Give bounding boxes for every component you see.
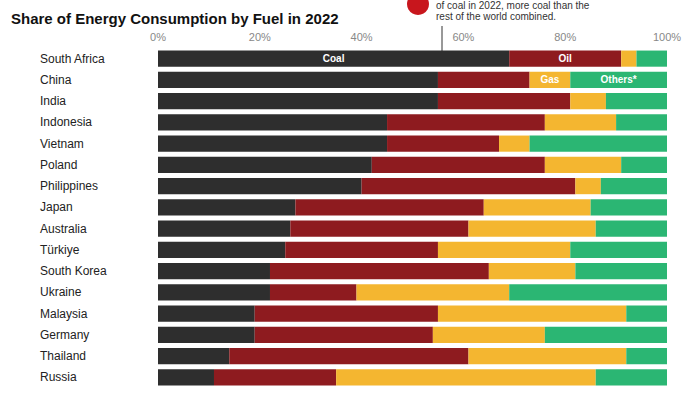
svg-text:of coal in 2022, more coal tha: of coal in 2022, more coal than the: [436, 0, 590, 11]
svg-text:India: India: [40, 94, 66, 108]
svg-text:40%: 40%: [351, 31, 373, 43]
svg-text:Thailand: Thailand: [40, 349, 86, 363]
svg-text:Japan: Japan: [40, 200, 73, 214]
svg-text:Ukraine: Ukraine: [40, 285, 82, 299]
svg-text:Others*: Others*: [601, 74, 637, 85]
svg-text:South Africa: South Africa: [40, 52, 105, 66]
svg-text:Coal: Coal: [323, 53, 345, 64]
svg-text:Philippines: Philippines: [40, 179, 98, 193]
svg-text:Malaysia: Malaysia: [40, 307, 88, 321]
svg-text:Vietnam: Vietnam: [40, 137, 84, 151]
svg-text:Germany: Germany: [40, 328, 89, 342]
svg-text:South Korea: South Korea: [40, 264, 107, 278]
svg-text:Share of Energy Consumption by: Share of Energy Consumption by Fuel in 2…: [11, 10, 339, 27]
svg-text:China: China: [40, 73, 72, 87]
svg-text:Türkiye: Türkiye: [40, 243, 80, 257]
svg-text:Australia: Australia: [40, 222, 87, 236]
svg-text:Poland: Poland: [40, 158, 77, 172]
svg-text:Russia: Russia: [40, 370, 77, 384]
svg-text:0%: 0%: [150, 31, 166, 43]
svg-text:20%: 20%: [249, 31, 271, 43]
svg-text:Oil: Oil: [559, 53, 573, 64]
svg-text:60%: 60%: [452, 31, 474, 43]
svg-text:100%: 100%: [653, 31, 681, 43]
svg-text:Gas: Gas: [540, 74, 559, 85]
svg-text:rest of the world combined.: rest of the world combined.: [436, 11, 556, 22]
svg-text:80%: 80%: [554, 31, 576, 43]
svg-text:Indonesia: Indonesia: [40, 115, 92, 129]
